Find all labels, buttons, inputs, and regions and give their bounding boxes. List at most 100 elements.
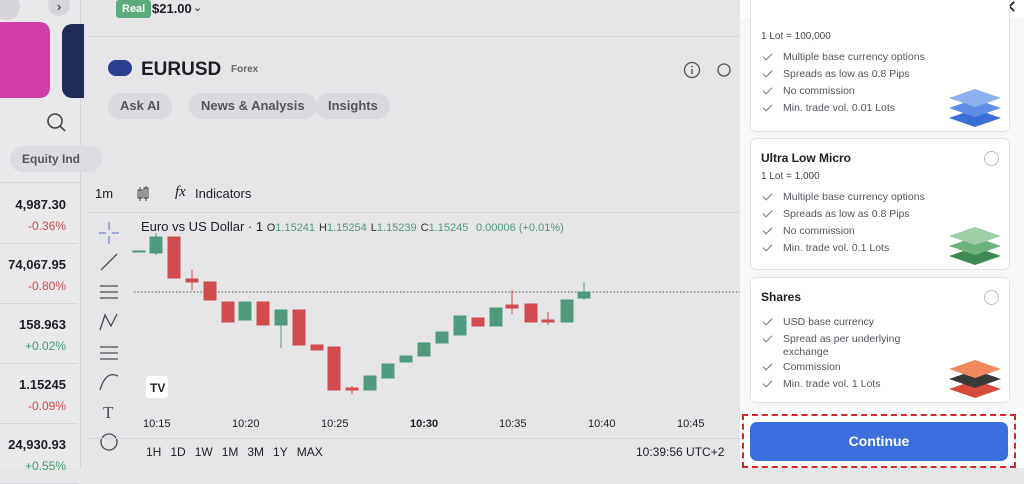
feature: Min. trade vol. 0.01 Lots <box>751 101 951 118</box>
candles <box>132 233 591 394</box>
info-icons[interactable] <box>683 61 733 79</box>
time-label: 10:40 <box>588 418 616 430</box>
range-button[interactable]: 1H <box>146 445 162 459</box>
change: -0.09% <box>27 399 66 413</box>
account-title: Ultra Low Micro <box>761 151 852 165</box>
account-card[interactable]: 1 Lot = 100,000 Multiple base currency op… <box>750 0 1010 132</box>
category: Forex <box>231 64 259 75</box>
ohlc-value: 1.15245 <box>428 222 469 234</box>
divider <box>88 36 740 37</box>
next-button[interactable]: › <box>48 0 70 16</box>
time-label: 10:25 <box>321 418 349 430</box>
price: 158.963 <box>19 317 66 332</box>
promo-card[interactable] <box>0 22 50 98</box>
range-button[interactable]: MAX <box>296 445 323 459</box>
candle-type-icon[interactable] <box>136 186 150 202</box>
account-badge: Real <box>116 0 152 18</box>
range-button[interactable]: 1D <box>170 445 186 459</box>
check-icon <box>762 332 773 343</box>
layers-icon <box>949 89 1001 127</box>
balance-caret[interactable]: ⌄ <box>193 2 203 14</box>
account-card[interactable]: Ultra Low Micro 1 Lot = 1,000 Multiple bas… <box>750 138 1010 270</box>
tv-logo: TV <box>150 381 165 395</box>
check-icon <box>762 360 773 371</box>
svg-text:T: T <box>103 403 114 422</box>
flag-icon <box>108 60 132 76</box>
feature-text: Spread as per underlying exchange <box>783 333 901 358</box>
price: 24,930.93 <box>8 437 66 452</box>
interval[interactable]: 1m <box>95 186 114 201</box>
radio[interactable] <box>984 151 999 166</box>
check-icon <box>762 50 773 61</box>
feature-text: Min. trade vol. 1 Lots <box>783 378 881 390</box>
tab[interactable]: News & Analysis <box>189 93 317 119</box>
range-button[interactable]: 1W <box>194 445 213 459</box>
watchlist-item[interactable]: 24,930.93 +0.55% <box>0 423 78 484</box>
tv-logo <box>146 376 168 398</box>
layer <box>949 89 1001 107</box>
tab[interactable]: Ask AI <box>108 93 172 119</box>
balance[interactable]: $21.00 <box>152 1 192 16</box>
layer <box>949 227 1001 245</box>
layer <box>949 370 1001 388</box>
watchlist: › Equity Ind 4,987.30 -0.36% 74,067.95 -0.8… <box>0 0 102 484</box>
layer <box>949 99 1001 117</box>
check-icon <box>762 207 773 218</box>
ohlc: O1.15241 H1.15254 L1.15239 C1.15245 <box>267 222 473 234</box>
change: -0.80% <box>27 279 66 293</box>
check-icon <box>762 190 773 201</box>
divider <box>88 212 740 213</box>
search-icon[interactable] <box>46 112 68 134</box>
ohlc-key: L <box>370 222 377 234</box>
feature-text: Min. trade vol. 0.01 Lots <box>783 102 896 114</box>
range-button[interactable]: 1Y <box>273 445 288 459</box>
account-card[interactable]: Shares USD base currency Spread as per und… <box>750 277 1010 403</box>
ohlc-key: C <box>420 222 429 234</box>
change: +0.55% <box>24 459 66 473</box>
layer <box>949 360 1001 378</box>
feature: Spreads as low as 0.8 Pips <box>751 207 951 224</box>
continue-button[interactable]: Continue <box>750 422 1008 461</box>
feature-text: Multiple base currency options <box>783 51 925 63</box>
watchlist-item[interactable]: 74,067.95 -0.80% <box>0 243 78 304</box>
feature-text: Spreads as low as 0.8 Pips <box>783 208 910 220</box>
feature: Multiple base currency options <box>751 190 951 207</box>
time-label: 10:15 <box>143 418 171 430</box>
drawing-tools[interactable]: T <box>96 220 122 455</box>
lot-size: 1 Lot = 1,000 <box>761 171 820 182</box>
promo-card[interactable] <box>62 24 84 98</box>
layers-icon <box>949 360 1001 398</box>
feature: Multiple base currency options <box>751 50 951 67</box>
watchlist-item[interactable]: 1.15245 -0.09% <box>0 363 78 424</box>
range-button[interactable]: 3M <box>247 445 265 459</box>
watchlist-item[interactable]: 4,987.30 -0.36% <box>0 183 78 244</box>
feature-text: No commission <box>783 225 855 237</box>
time-label: 10:45 <box>677 418 705 430</box>
prev-button[interactable] <box>0 0 20 20</box>
tab[interactable]: Insights <box>316 93 390 119</box>
check-icon <box>762 315 773 326</box>
feature-text: Multiple base currency options <box>783 191 925 203</box>
feature: USD base currency <box>751 315 951 332</box>
watchlist-item[interactable]: 158.963 +0.02% <box>0 303 78 364</box>
range-button[interactable]: 1M <box>221 445 239 459</box>
fx-icon: fx <box>175 184 186 200</box>
check-icon <box>762 224 773 235</box>
layer <box>949 380 1001 398</box>
ohlc-key: O <box>266 222 276 234</box>
chart-legend: Euro vs US Dollar · 1 O1.15241 H1.15254 L1… <box>141 219 564 234</box>
account-title: Shares <box>761 290 802 304</box>
feature-text: Min. trade vol. 0.1 Lots <box>783 242 890 254</box>
ohlc-key: H <box>319 222 327 234</box>
feature-text: No commission <box>783 85 855 97</box>
category-tab[interactable]: Equity Ind <box>10 146 102 172</box>
feature-text: USD base currency <box>783 316 875 328</box>
change: -0.36% <box>27 219 66 233</box>
price: 1.15245 <box>19 377 66 392</box>
radio[interactable] <box>984 290 999 305</box>
feature: Min. trade vol. 0.1 Lots <box>751 241 951 258</box>
feature: Spread as per underlying exchange <box>751 332 951 358</box>
layer <box>949 247 1001 265</box>
indicators-button[interactable]: Indicators <box>195 186 252 201</box>
